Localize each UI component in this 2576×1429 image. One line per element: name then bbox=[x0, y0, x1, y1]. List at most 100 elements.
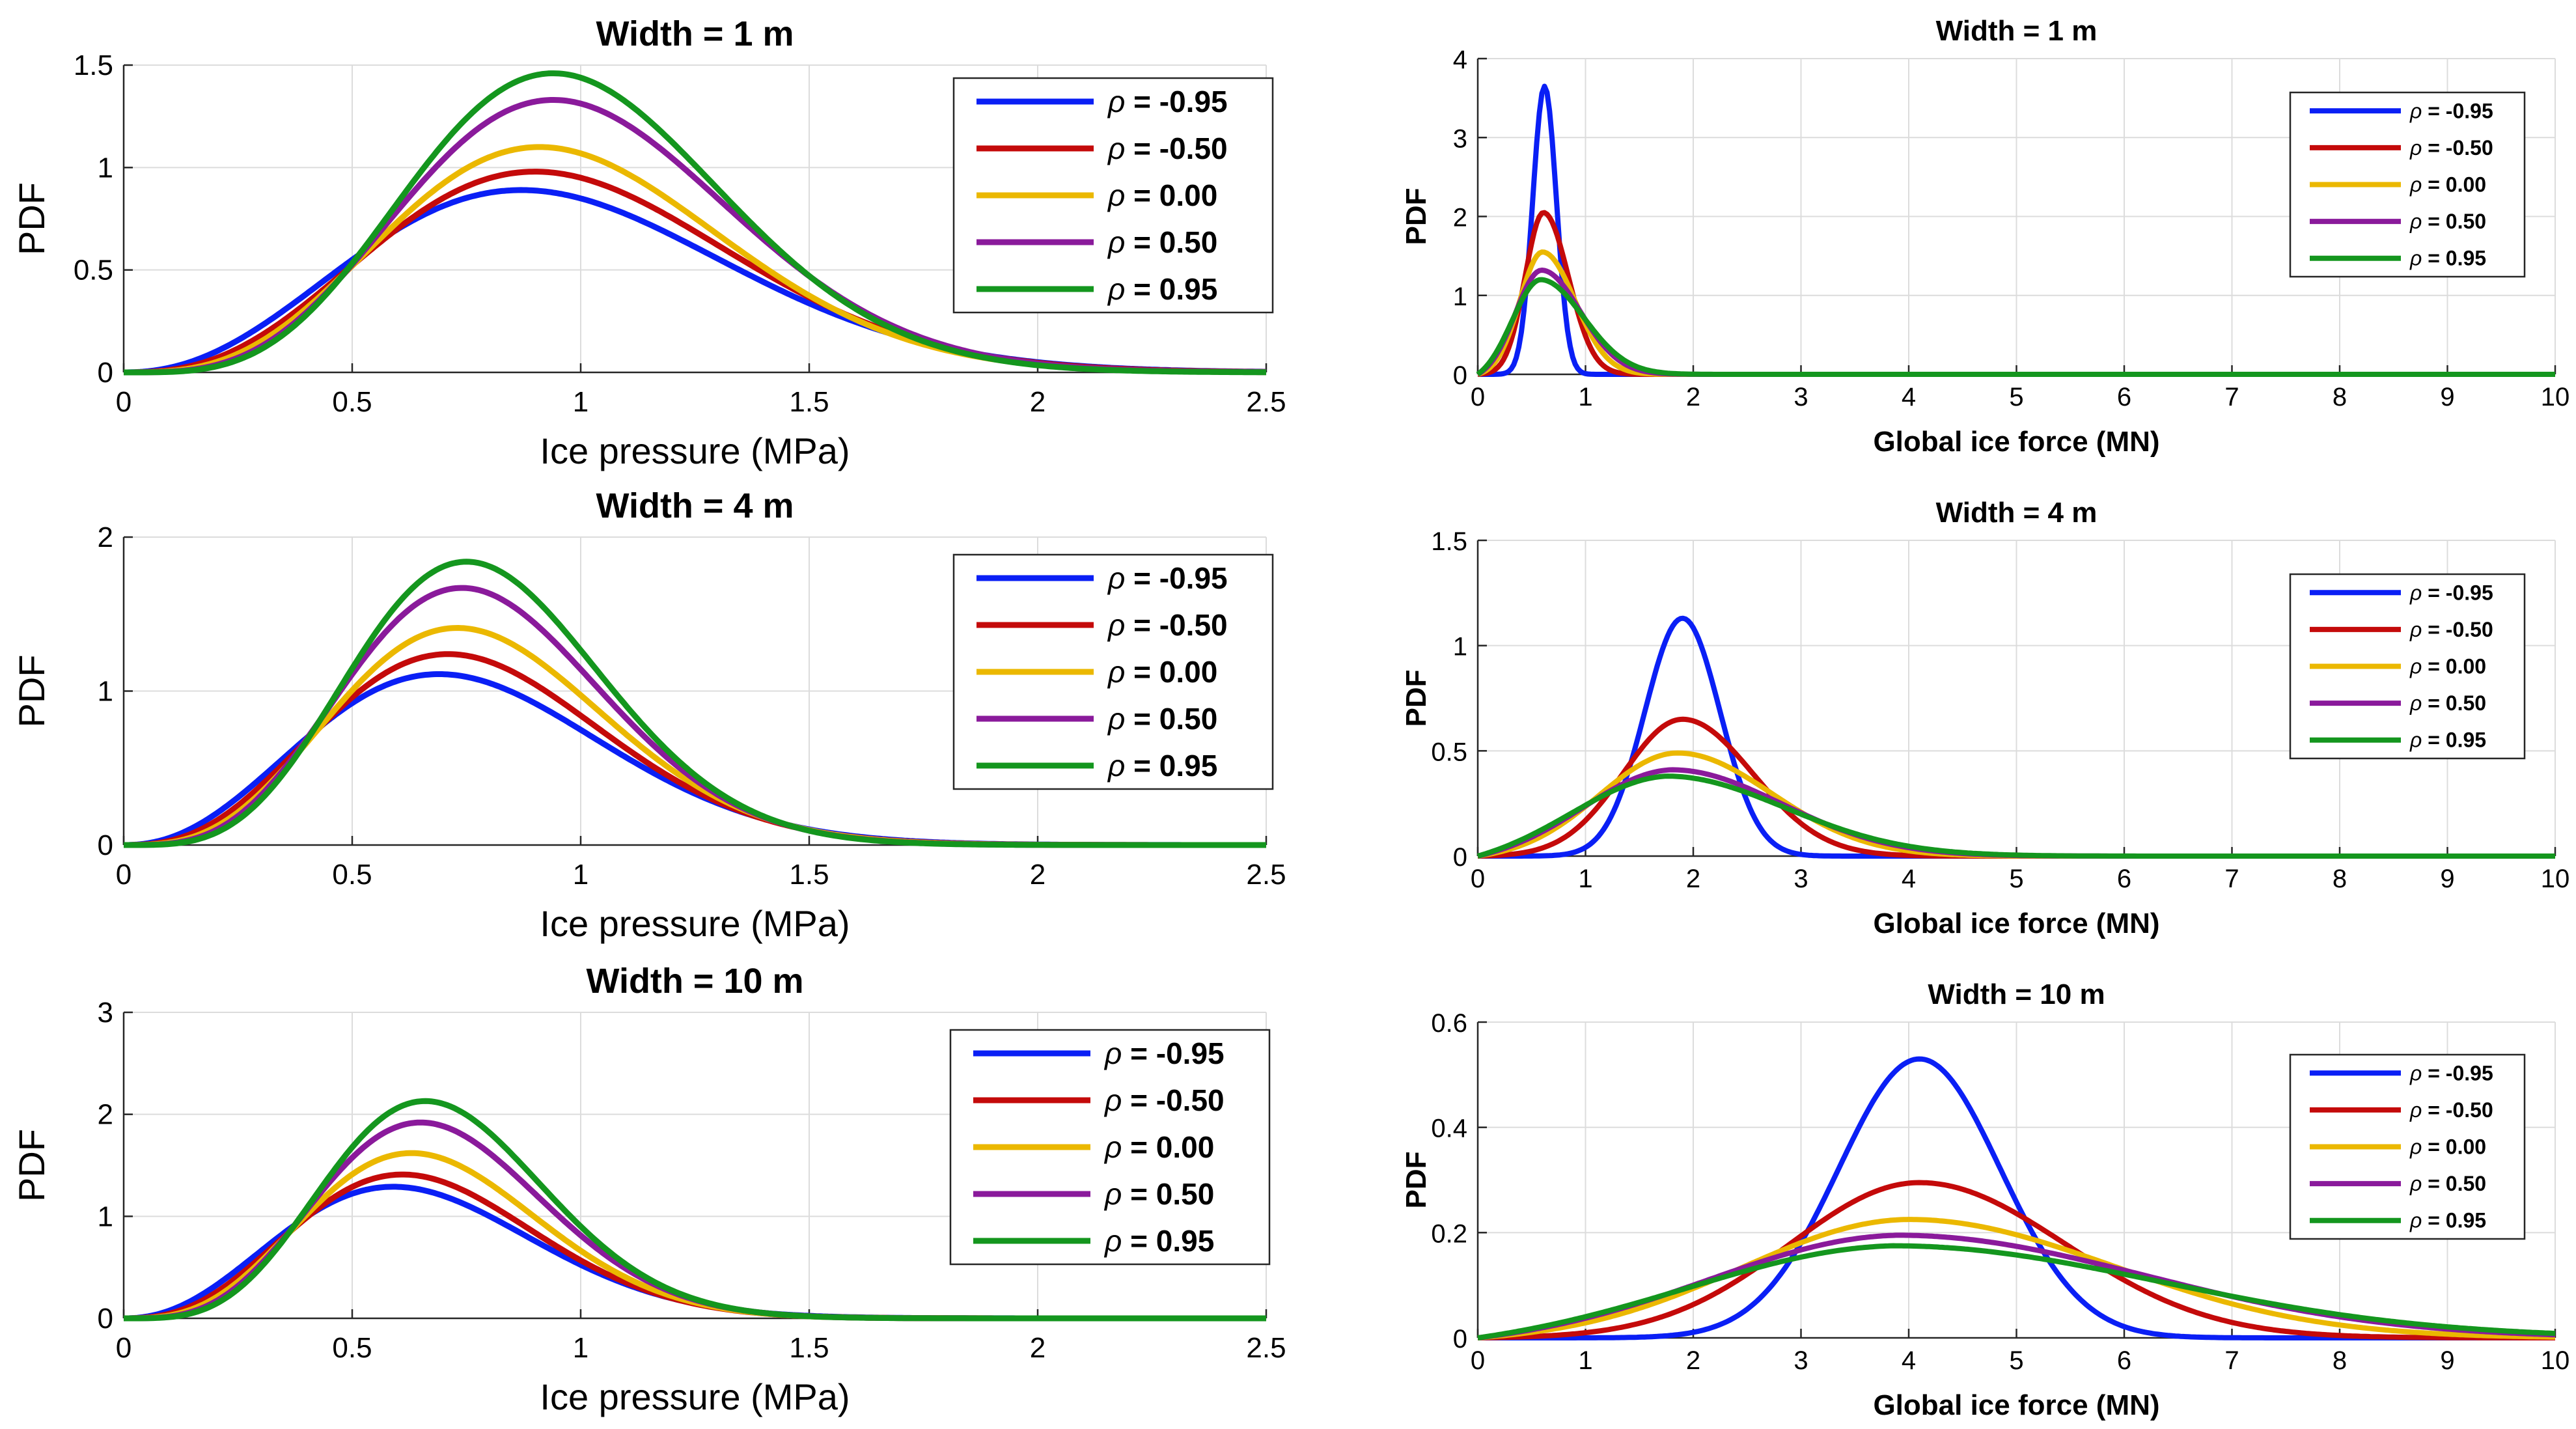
x-tick-label: 4 bbox=[1902, 1346, 1916, 1375]
x-tick-label: 2 bbox=[1030, 386, 1046, 418]
legend-label: ρ = 0.00 bbox=[1107, 178, 1217, 212]
chart-6: 0 1 2 3 4 5 6 7 8 9 10 0 0.2 0.4 0.6 Width = 10 m Global… bbox=[1400, 978, 2569, 1421]
legend-label: ρ = 0.50 bbox=[1107, 225, 1217, 259]
legend-rho: ρ bbox=[1107, 608, 1125, 642]
legend-value: = 0.00 bbox=[1122, 1130, 1214, 1164]
legend-value: = -0.50 bbox=[1125, 608, 1227, 642]
legend-label: ρ = 0.95 bbox=[1107, 749, 1217, 783]
x-tick-label: 9 bbox=[2440, 865, 2454, 893]
legend-label: ρ = -0.95 bbox=[2409, 99, 2493, 122]
legend-label: ρ = -0.50 bbox=[1103, 1083, 1225, 1117]
legend-value: = -0.50 bbox=[2422, 136, 2493, 160]
x-tick-label: 1 bbox=[1578, 865, 1592, 893]
x-axis-label: Global ice force (MN) bbox=[1873, 908, 2159, 939]
legend-value: = 0.50 bbox=[2422, 210, 2486, 233]
legend-value: = 0.95 bbox=[2422, 728, 2486, 752]
x-tick-label: 0 bbox=[1471, 1346, 1485, 1375]
x-tick-label: 10 bbox=[2541, 865, 2570, 893]
y-tick-label: 0.5 bbox=[74, 255, 113, 286]
legend-label: ρ = 0.00 bbox=[2409, 655, 2486, 678]
y-tick-label: 2 bbox=[1453, 204, 1467, 232]
legend-label: ρ = -0.50 bbox=[1107, 608, 1228, 642]
x-tick-label: 4 bbox=[1902, 865, 1916, 893]
y-tick-label: 0.4 bbox=[1431, 1115, 1467, 1143]
legend-label: ρ = 0.00 bbox=[1107, 655, 1217, 689]
chart-title: Width = 4 m bbox=[1936, 497, 2098, 529]
legend-value: = -0.50 bbox=[1122, 1083, 1224, 1117]
legend-rho: ρ bbox=[2409, 99, 2422, 122]
legend-rho: ρ bbox=[2409, 247, 2422, 270]
y-tick-label: 0 bbox=[1453, 843, 1467, 872]
legend-value: = 0.95 bbox=[1125, 749, 1217, 783]
legend-value: = 0.95 bbox=[1125, 272, 1217, 306]
x-tick-label: 2 bbox=[1686, 865, 1700, 893]
legend-rho: ρ bbox=[1103, 1224, 1122, 1258]
y-axis-label: PDF bbox=[11, 655, 52, 728]
legend-rho: ρ bbox=[1107, 225, 1125, 259]
legend-rho: ρ bbox=[2409, 728, 2422, 752]
y-tick-label: 3 bbox=[1453, 124, 1467, 153]
legend-label: ρ = -0.95 bbox=[1107, 85, 1228, 118]
y-tick-label: 1 bbox=[98, 1200, 113, 1232]
x-tick-label: 8 bbox=[2333, 865, 2347, 893]
y-tick-label: 0.2 bbox=[1431, 1219, 1467, 1248]
legend-label: ρ = -0.95 bbox=[2409, 1061, 2493, 1085]
x-tick-label: 9 bbox=[2440, 1346, 2454, 1375]
x-tick-label: 2 bbox=[1686, 1346, 1700, 1375]
x-tick-label: 0 bbox=[1471, 383, 1485, 411]
y-tick-label: 3 bbox=[98, 997, 113, 1029]
legend: ρ = -0.95ρ = -0.50ρ = 0.00ρ = 0.50ρ = 0.… bbox=[949, 1029, 1271, 1266]
y-tick-label: 2 bbox=[98, 1099, 113, 1131]
x-tick-label: 6 bbox=[2117, 383, 2131, 411]
x-axis-label: Global ice force (MN) bbox=[1873, 1389, 2159, 1421]
x-tick-label: 1.5 bbox=[789, 386, 829, 418]
chart-title: Width = 1 m bbox=[596, 14, 794, 53]
legend-value: = 0.00 bbox=[2422, 1135, 2486, 1159]
legend-label: ρ = 0.50 bbox=[2409, 691, 2486, 715]
legend-label: ρ = 0.95 bbox=[1107, 272, 1217, 306]
x-tick-label: 2 bbox=[1686, 383, 1700, 411]
legend-rho: ρ bbox=[2409, 1061, 2422, 1085]
legend: ρ = -0.95ρ = -0.50ρ = 0.00ρ = 0.50ρ = 0.… bbox=[952, 77, 1274, 314]
y-tick-label: 1 bbox=[98, 676, 113, 708]
y-axis-label: PDF bbox=[11, 182, 52, 255]
x-tick-label: 1.5 bbox=[789, 859, 829, 891]
y-axis-label: PDF bbox=[1400, 1152, 1432, 1209]
y-tick-label: 1 bbox=[98, 152, 113, 184]
legend-rho: ρ bbox=[1107, 272, 1125, 306]
legend-value: = -0.50 bbox=[2422, 1098, 2493, 1122]
x-tick-label: 2 bbox=[1030, 1332, 1046, 1364]
legend-value: = -0.50 bbox=[1125, 132, 1227, 165]
legend-label: ρ = 0.50 bbox=[2409, 210, 2486, 233]
legend-label: ρ = -0.95 bbox=[1103, 1036, 1225, 1070]
legend-value: = -0.95 bbox=[2422, 581, 2493, 604]
legend-label: ρ = 0.50 bbox=[2409, 1172, 2486, 1195]
legend: ρ = -0.95ρ = -0.50ρ = 0.00ρ = 0.50ρ = 0.… bbox=[2289, 91, 2526, 278]
series-line bbox=[1477, 1217, 2556, 1340]
legend-value: = 0.95 bbox=[1122, 1224, 1214, 1258]
legend-value: = 0.00 bbox=[2422, 173, 2486, 197]
x-tick-label: 1 bbox=[573, 1332, 589, 1364]
x-tick-label: 1.5 bbox=[789, 1332, 829, 1364]
legend-label: ρ = 0.00 bbox=[2409, 173, 2486, 197]
legend-rho: ρ bbox=[2409, 136, 2422, 160]
y-tick-label: 0 bbox=[98, 1303, 113, 1335]
legend-value: = -0.50 bbox=[2422, 618, 2493, 641]
legend-rho: ρ bbox=[1107, 702, 1125, 736]
legend-rho: ρ bbox=[1107, 561, 1125, 595]
x-tick-label: 3 bbox=[1794, 865, 1808, 893]
legend-rho: ρ bbox=[2409, 173, 2422, 197]
x-tick-label: 6 bbox=[2117, 865, 2131, 893]
legend-value: = -0.95 bbox=[1125, 85, 1227, 118]
y-tick-label: 4 bbox=[1453, 46, 1467, 74]
chart-title: Width = 4 m bbox=[596, 486, 794, 525]
x-tick-label: 0.5 bbox=[332, 386, 372, 418]
chart-title: Width = 1 m bbox=[1936, 15, 2098, 47]
y-tick-label: 1 bbox=[1453, 283, 1467, 311]
legend-rho: ρ bbox=[2409, 655, 2422, 678]
legend-label: ρ = 0.50 bbox=[1107, 702, 1217, 736]
x-tick-label: 1 bbox=[1578, 383, 1592, 411]
y-tick-label: 0 bbox=[1453, 361, 1467, 390]
series-line bbox=[1476, 773, 2556, 859]
